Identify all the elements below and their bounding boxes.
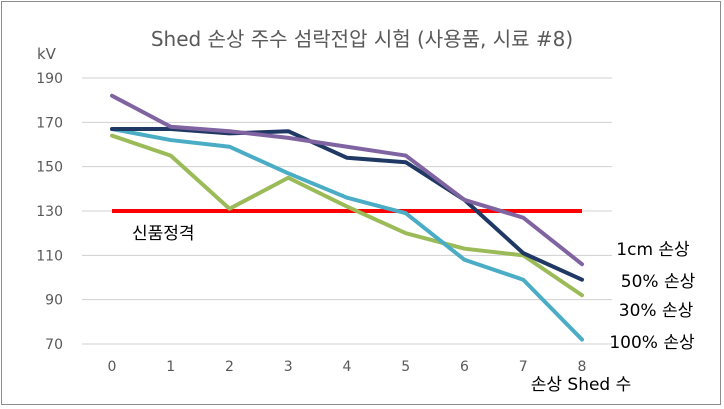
x-tick-label: 3 bbox=[284, 359, 293, 375]
y-axis-ticks: 190 170 150 130 110 90 70 bbox=[36, 71, 63, 353]
x-axis-ticks: 0 1 2 3 4 5 6 7 8 bbox=[108, 359, 587, 375]
series-label: 1cm 손상 bbox=[616, 240, 690, 260]
series-labels: 1cm 손상 50% 손상 30% 손상 100% 손상 bbox=[609, 240, 695, 353]
y-tick-label: 130 bbox=[36, 204, 63, 220]
series-lines bbox=[110, 93, 584, 342]
y-tick-label: 110 bbox=[36, 248, 63, 264]
y-tick-label: 170 bbox=[36, 115, 63, 131]
series-line-2 bbox=[110, 133, 584, 298]
reference-label: 신품정격 bbox=[132, 224, 195, 244]
x-tick-label: 2 bbox=[225, 359, 234, 375]
y-tick-label: 70 bbox=[45, 337, 63, 353]
y-axis-unit: kV bbox=[37, 45, 57, 63]
y-tick-label: 90 bbox=[45, 293, 63, 309]
series-line-3 bbox=[110, 126, 584, 342]
chart-title: Shed 손상 주수 섬락전압 시험 (사용품, 시료 #8) bbox=[151, 27, 573, 51]
series-label: 100% 손상 bbox=[609, 333, 695, 353]
x-axis-title: 손상 Shed 수 bbox=[531, 375, 632, 395]
x-tick-label: 4 bbox=[343, 359, 352, 375]
series-label: 50% 손상 bbox=[621, 272, 696, 292]
y-tick-label: 190 bbox=[36, 71, 63, 87]
x-tick-label: 6 bbox=[460, 359, 469, 375]
series-line-1 bbox=[110, 126, 584, 282]
x-tick-label: 8 bbox=[578, 359, 587, 375]
x-tick-label: 5 bbox=[401, 359, 410, 375]
series-line-0 bbox=[110, 93, 584, 267]
x-tick-label: 0 bbox=[108, 359, 117, 375]
x-tick-label: 1 bbox=[166, 359, 175, 375]
series-label: 30% 손상 bbox=[619, 301, 694, 321]
x-tick-label: 7 bbox=[519, 359, 528, 375]
gridlines bbox=[82, 77, 612, 345]
y-tick-label: 150 bbox=[36, 160, 63, 176]
